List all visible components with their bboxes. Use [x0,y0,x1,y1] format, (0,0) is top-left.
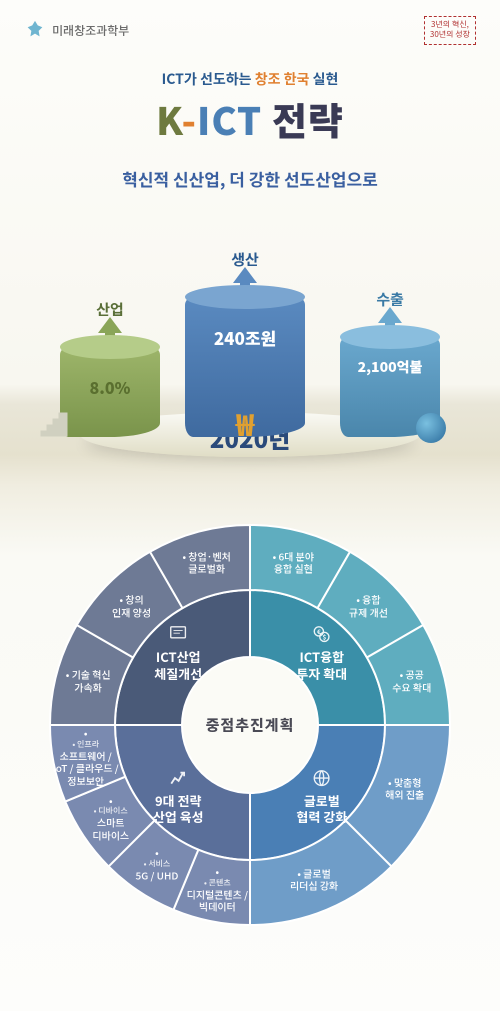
badge-line: 30년의 성장 [430,30,470,40]
ministry-name: 미래창조과학부 [52,22,129,39]
cyl-value: 8.0% [60,375,160,399]
quad-label-bl: 9대 전략산업 육성 [153,767,204,827]
outer-seg-label: • 융합규제 개선 [349,594,388,619]
main-title: K-ICT 전략 [0,91,500,146]
stairs-icon [36,405,72,441]
cylinder-export: 수출 2,100억불 [340,337,440,437]
cyl-label: 산업 [60,299,160,320]
cyl-label: 수출 [340,289,440,310]
wheel-center-label: 중점추진계획 [206,714,295,735]
quad-label-tr: €$ICT융합투자 확대 [296,623,347,683]
title-area: ICT가 선도하는 창조 한국 실현 K-ICT 전략 혁신적 신산업, 더 강… [0,69,500,191]
ministry-logo-icon [24,19,46,41]
pre-title: ICT가 선도하는 창조 한국 실현 [0,69,500,89]
globe-icon [416,413,446,443]
outer-seg-label: • • 콘텐츠디지털콘텐츠 /빅데이터 [187,865,248,913]
outer-seg-label: • • 인프라소프트웨어 /IoT / 클라우드 /정보보안 [53,727,119,787]
cylinder-industry: 산업 8.0% [60,347,160,437]
cylinder-production: 생산 240조원 ₩ [185,297,305,437]
innovation-badge: 3년의 혁신, 30년의 성장 [424,16,476,45]
outer-seg-label: • 글로벌리더십 강화 [290,867,338,892]
outer-seg-label: • • 디바이스스마트디바이스 [92,794,129,842]
svg-text:$: $ [323,633,327,642]
outer-seg-label: • 맞춤형해외 진출 [385,776,424,801]
outer-seg-label: • 기술 혁신가속화 [66,669,111,694]
ministry-logo: 미래창조과학부 [24,19,129,41]
outer-seg-label: • 창업·벤처글로벌화 [182,550,230,575]
outer-seg-label: • 6대 분야융합 실현 [273,550,314,575]
cylinder-stage: 2020년 산업 8.0% 생산 240조원 ₩ 수출 2,100억불 [60,217,440,477]
svg-text:€: € [317,627,321,636]
sub-title: 혁신적 신산업, 더 강한 선도산업으로 [0,166,500,191]
outer-seg-label: • • 서비스5G / UHD [136,847,179,882]
outer-seg-label: • 창의인재 양성 [112,594,151,619]
quad-label-br: 글로벌협력 강화 [296,767,347,827]
header: 미래창조과학부 3년의 혁신, 30년의 성장 [0,0,500,61]
strategy-wheel: 중점추진계획 • 기술 혁신가속화 • 창의인재 양성 • 창업·벤처글로벌화 • 6… [40,515,460,935]
cyl-value: 2,100억불 [340,357,440,377]
outer-seg-label: • 공공수요 확대 [392,669,431,694]
won-icon: ₩ [236,401,254,445]
cyl-value: 240조원 [185,325,305,350]
cyl-label: 생산 [185,249,305,270]
quad-label-tl: ICT산업체질개선 [154,623,202,683]
